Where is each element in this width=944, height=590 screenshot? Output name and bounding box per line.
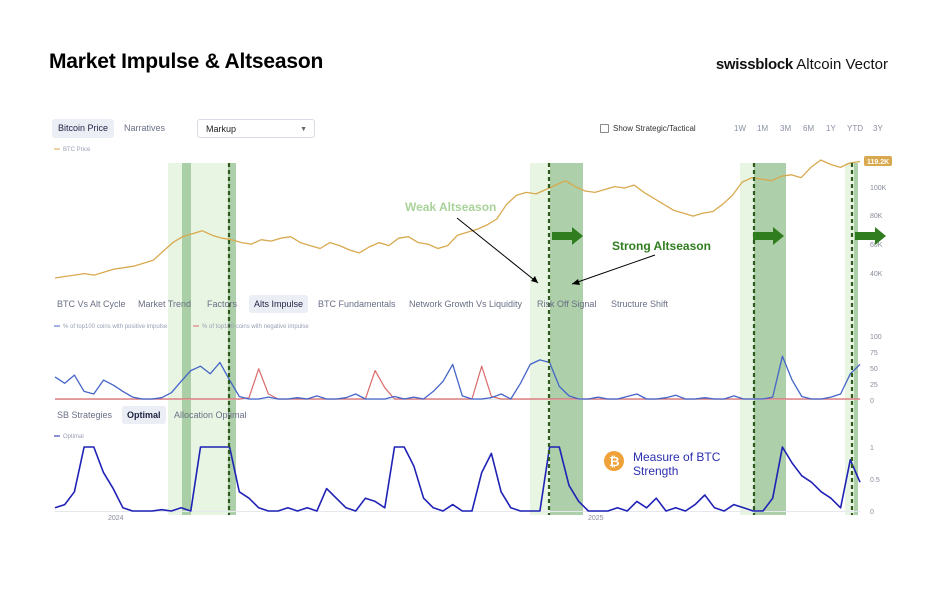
weak-zone-4: [845, 163, 854, 515]
btc-price-line: [54, 159, 861, 279]
chevron-down-icon: ▼: [300, 126, 307, 133]
strong-altseason-label: Strong Altseason: [612, 239, 711, 253]
bitcoin-icon: ₿: [604, 451, 624, 471]
range-6m[interactable]: 6M: [803, 124, 815, 133]
weak-zone-1: [168, 163, 228, 515]
tab-structure-shift[interactable]: Structure Shift: [611, 299, 669, 309]
markup-select[interactable]: Markup ▼: [197, 119, 315, 138]
range-3y[interactable]: 3Y: [873, 124, 883, 133]
strong-arrow-3: [855, 227, 886, 245]
legend-negative-impulse: % of top100 coins with negative impulse: [202, 324, 309, 330]
strong-zone-3: [754, 163, 786, 515]
tick-optimal-0: 0: [870, 509, 874, 516]
tick-impulse-50: 50: [870, 366, 878, 373]
tick-optimal-0-5: 0.5: [870, 477, 880, 484]
strong-altseason-pointer: [571, 254, 656, 285]
range-ytd[interactable]: YTD: [847, 124, 863, 133]
tab-network-growth-vs-liquidity[interactable]: Network Growth Vs Liquidity: [409, 299, 523, 309]
checkbox-icon: [600, 124, 609, 134]
range-1y[interactable]: 1Y: [826, 124, 836, 133]
legend-btc-price: BTC Price: [63, 147, 91, 153]
markup-select-value: Markup: [206, 124, 237, 134]
range-1w[interactable]: 1W: [734, 124, 746, 133]
last-price-label: 119.2K: [867, 159, 889, 166]
weak-altseason-arrowhead: [531, 276, 538, 283]
strong-arrow-1-shaft: [552, 232, 572, 240]
tab-bitcoin-price[interactable]: Bitcoin Price: [52, 119, 115, 138]
weak-altseason-pointer: [456, 217, 539, 284]
tick-price-40k: 40K: [870, 271, 883, 278]
strong-arrow-1: [552, 227, 583, 245]
tick-optimal-1: 1: [870, 445, 874, 452]
tick-impulse-0: 0: [870, 398, 874, 405]
weak-zone-3: [740, 163, 754, 515]
positive-impulse-line: [54, 355, 861, 400]
strong-arrow-3-shaft: [855, 232, 875, 240]
strategic-tactical-label: Show Strategic/Tactical: [613, 124, 696, 133]
brand-product: Altcoin Vector: [796, 56, 888, 73]
tab-narratives[interactable]: Narratives: [124, 123, 166, 133]
tab-optimal[interactable]: Optimal: [122, 406, 166, 424]
strong-zone-1a: [182, 163, 191, 515]
tick-price-80k: 80K: [870, 213, 883, 220]
strong-arrow-2-shaft: [753, 232, 773, 240]
tab-factors[interactable]: Factors: [207, 299, 238, 309]
tick-price-60k: 60K: [870, 242, 883, 249]
tick-impulse-100: 100: [870, 334, 882, 341]
page-title: Market Impulse & Altseason: [49, 50, 324, 73]
tab-market-trend[interactable]: Market Trend: [138, 299, 192, 309]
tab-btc-fundamentals[interactable]: BTC Fundamentals: [318, 299, 396, 309]
tab-sb-strategies[interactable]: SB Strategies: [57, 410, 113, 420]
strong-altseason-arrowhead: [572, 279, 580, 285]
strong-zone-4: [854, 163, 858, 515]
strong-arrow-1-head: [572, 227, 583, 245]
legend-optimal: Optimal: [63, 434, 84, 440]
tick-impulse-75: 75: [870, 350, 878, 357]
tab-risk-off-signal[interactable]: Risk Off Signal: [537, 299, 597, 309]
optimal-line: [54, 446, 861, 512]
strong-arrow-3-head: [875, 227, 886, 245]
tab-btc-vs-alt-cycle[interactable]: BTC Vs Alt Cycle: [57, 299, 126, 309]
x-label-2025: 2025: [588, 515, 604, 522]
tick-impulse-25: 25: [870, 382, 878, 389]
brand-logo: swissblock Altcoin Vector: [716, 56, 888, 73]
weak-altseason-label: Weak Altseason: [405, 200, 496, 214]
tab-allocation-optimal[interactable]: Allocation Optimal: [174, 410, 247, 420]
tick-price-100k: 100K: [870, 185, 887, 192]
range-1m[interactable]: 1M: [757, 124, 769, 133]
brand-name: swissblock: [715, 56, 793, 73]
strong-arrow-2: [753, 227, 784, 245]
btc-strength-label-line2: Strength: [633, 464, 678, 478]
x-label-2024: 2024: [108, 515, 124, 522]
strong-arrow-2-head: [773, 227, 784, 245]
strong-zone-1b: [228, 163, 236, 515]
strategic-tactical-toggle[interactable]: Show Strategic/Tactical: [600, 119, 696, 138]
btc-strength-label-line1: Measure of BTC: [633, 450, 721, 464]
legend-positive-impulse: % of top100 coins with positive impulse: [63, 324, 168, 330]
bitcoin-icon-circle: [604, 451, 624, 471]
bitcoin-icon-glyph: ₿: [609, 454, 620, 469]
strong-zone-2: [550, 163, 583, 515]
weak-zone-2: [530, 163, 550, 515]
strategy-tabs: SB Strategies Optimal Allocation Optimal: [52, 406, 552, 424]
chart-toolbar: Bitcoin Price Narratives Markup ▼ Show St…: [52, 119, 892, 139]
tab-alts-impulse[interactable]: Alts Impulse: [249, 295, 309, 313]
chart-series: [54, 159, 861, 512]
indicator-tabs: BTC Vs Alt Cycle Market Trend Factors Al…: [52, 295, 892, 313]
range-3m[interactable]: 3M: [780, 124, 792, 133]
altseason-start-markers: [227, 163, 854, 515]
last-price-badge: [864, 156, 892, 166]
